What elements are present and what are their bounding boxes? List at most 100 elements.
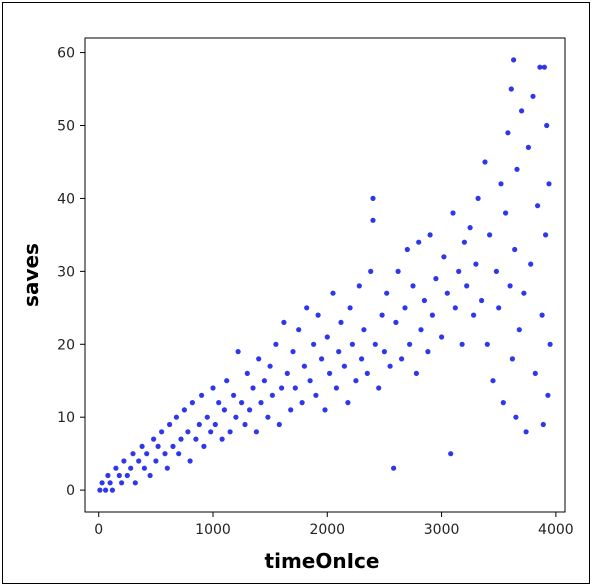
data-point (493, 268, 499, 274)
data-point (196, 421, 202, 428)
data-point (353, 378, 359, 384)
data-point (519, 108, 525, 114)
data-point (273, 341, 279, 347)
data-point (265, 414, 271, 420)
data-point (459, 341, 465, 347)
data-point (498, 181, 504, 187)
data-point (512, 246, 518, 253)
data-point (341, 363, 347, 369)
data-point (347, 305, 353, 311)
data-point (387, 363, 393, 369)
data-point (461, 239, 467, 245)
data-point (376, 385, 382, 391)
data-point (239, 400, 245, 406)
data-point (193, 436, 199, 442)
data-point (307, 378, 313, 384)
data-point (301, 363, 307, 369)
data-point (141, 465, 147, 471)
data-point (539, 312, 545, 318)
data-point (444, 290, 450, 296)
data-point (482, 159, 488, 165)
data-point (540, 421, 546, 428)
data-point (327, 370, 333, 376)
data-point (153, 458, 159, 464)
x-tick-label: 2000 (309, 522, 345, 538)
data-point (162, 451, 168, 457)
data-point (132, 480, 138, 486)
data-point (509, 356, 515, 362)
data-point (119, 480, 125, 486)
x-tick-label: 0 (94, 522, 103, 538)
data-point (500, 400, 506, 406)
data-point (258, 400, 264, 406)
data-point (333, 385, 339, 391)
data-point (105, 472, 111, 479)
data-point (427, 232, 433, 238)
data-point (276, 421, 282, 428)
data-point (97, 487, 103, 493)
data-point (537, 64, 543, 70)
x-axis-label: timeOnIce (265, 549, 380, 573)
data-point (219, 436, 225, 442)
data-point (267, 363, 273, 369)
data-point (313, 392, 319, 398)
data-point (395, 268, 401, 274)
data-point (543, 232, 549, 238)
data-point (523, 429, 529, 435)
data-point (279, 385, 285, 391)
data-point (99, 480, 105, 486)
data-point (402, 305, 408, 311)
data-point (330, 290, 336, 296)
data-point (541, 64, 548, 70)
data-point (233, 414, 239, 420)
y-tick-label: 30 (57, 264, 75, 280)
data-point (544, 122, 550, 129)
data-point (452, 305, 458, 311)
data-point (124, 472, 130, 479)
data-point (173, 414, 179, 420)
data-point (479, 297, 485, 304)
data-point (364, 370, 370, 376)
data-point (204, 414, 210, 420)
data-point (292, 385, 298, 391)
data-point (296, 327, 302, 333)
data-point (212, 421, 218, 428)
data-point (113, 465, 119, 471)
data-point (356, 283, 362, 289)
data-point (547, 341, 553, 347)
data-point (391, 465, 397, 471)
data-point (410, 283, 416, 289)
data-point (384, 290, 390, 296)
data-point (370, 195, 376, 201)
data-point (368, 268, 374, 274)
data-point (532, 370, 538, 376)
data-point (349, 341, 355, 347)
data-point (361, 327, 367, 333)
data-point (324, 334, 330, 340)
data-point (178, 436, 184, 442)
data-point (247, 407, 253, 413)
data-point (418, 327, 424, 333)
data-point (227, 429, 233, 435)
data-point (144, 451, 150, 457)
y-tick-label: 40 (57, 191, 75, 207)
data-point (393, 319, 399, 325)
data-point (496, 305, 502, 311)
data-point (167, 421, 173, 428)
data-point (288, 407, 294, 413)
data-point (514, 166, 520, 172)
data-point (513, 414, 519, 420)
data-point (439, 334, 445, 340)
data-point (545, 392, 551, 398)
data-point (290, 349, 296, 355)
data-point (201, 443, 207, 449)
data-point (109, 487, 115, 493)
data-point (425, 349, 431, 355)
data-point (253, 429, 259, 435)
data-point (242, 421, 248, 428)
data-point (379, 312, 385, 318)
data-point (441, 254, 447, 260)
points-layer (97, 57, 553, 493)
data-point (473, 261, 479, 267)
